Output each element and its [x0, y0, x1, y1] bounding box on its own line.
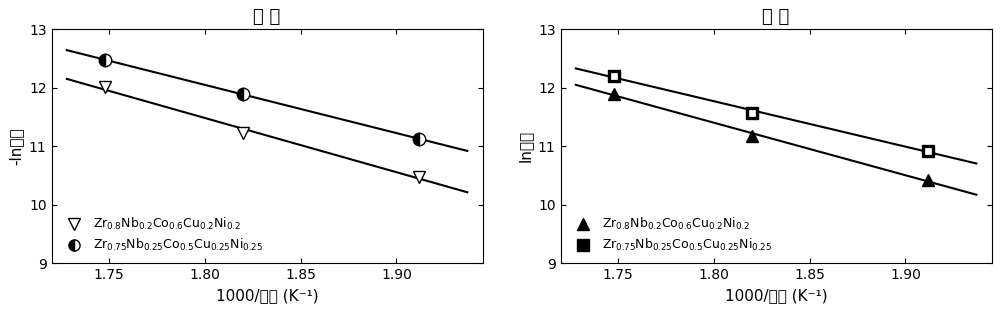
Y-axis label: -ln压力: -ln压力 — [8, 128, 23, 165]
X-axis label: 1000/温度 (K⁻¹): 1000/温度 (K⁻¹) — [216, 288, 318, 303]
Legend: Zr$_{0.8}$Nb$_{0.2}$Co$_{0.6}$Cu$_{0.2}$Ni$_{0.2}$, Zr$_{0.75}$Nb$_{0.25}$Co$_{0: Zr$_{0.8}$Nb$_{0.2}$Co$_{0.6}$Cu$_{0.2}$… — [567, 212, 775, 257]
Legend: Zr$_{0.8}$Nb$_{0.2}$Co$_{0.6}$Cu$_{0.2}$Ni$_{0.2}$, Zr$_{0.75}$Nb$_{0.25}$Co$_{0: Zr$_{0.8}$Nb$_{0.2}$Co$_{0.6}$Cu$_{0.2}$… — [58, 212, 266, 257]
Y-axis label: ln压力: ln压力 — [517, 130, 532, 162]
X-axis label: 1000/温度 (K⁻¹): 1000/温度 (K⁻¹) — [725, 288, 827, 303]
Title: 放 氢: 放 氢 — [762, 8, 790, 26]
Title: 吸 氢: 吸 氢 — [253, 8, 281, 26]
